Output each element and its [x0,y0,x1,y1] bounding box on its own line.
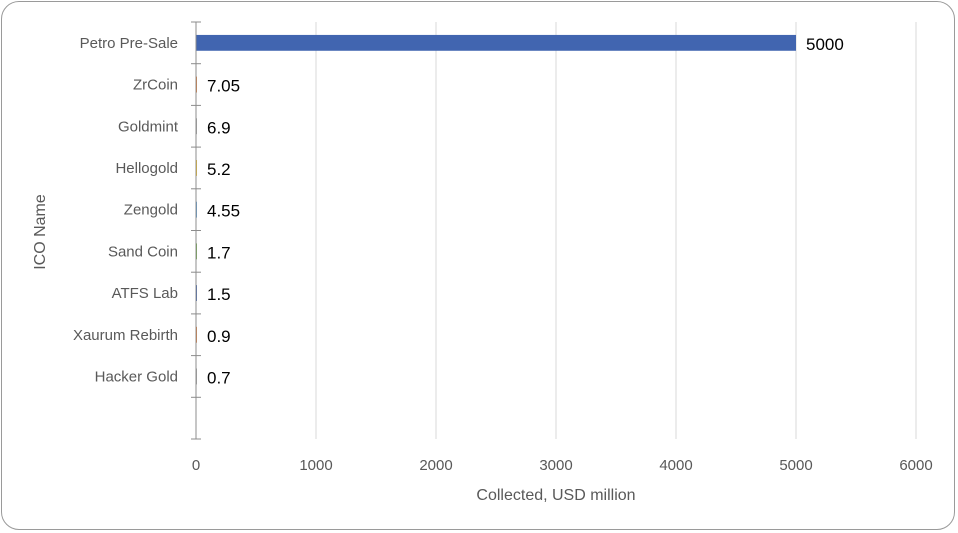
category-label: Hellogold [115,160,178,177]
category-label: Petro Pre-Sale [80,35,178,52]
x-tick-label: 2000 [419,457,452,474]
category-label: Sand Coin [108,243,178,260]
y-axis: Petro Pre-Sale ZrCoin Goldmint Hellogold Zen… [73,21,201,440]
data-label: 4.55 [207,202,240,221]
data-label: 1.5 [207,285,231,304]
x-tick-label: 3000 [539,457,572,474]
data-label: 7.05 [207,77,240,96]
category-label: Goldmint [118,118,179,135]
data-labels: 5000 7.05 6.9 5.2 4.55 1.7 1.5 0.9 0.7 [207,35,844,388]
y-axis-title: ICO Name [32,194,49,270]
x-tick-label: 4000 [659,457,692,474]
x-tick-label: 5000 [779,457,812,474]
data-label: 0.7 [207,368,231,387]
bars [196,34,796,385]
data-label: 6.9 [207,118,231,137]
x-tick-label: 6000 [899,457,932,474]
data-label: 1.7 [207,243,231,262]
x-tick-label: 0 [192,457,200,474]
x-axis-tick-labels: 0 1000 2000 3000 4000 5000 6000 [192,457,933,474]
data-label: 5.2 [207,160,231,179]
category-label: Hacker Gold [95,368,178,385]
x-axis-title: Collected, USD million [476,487,635,504]
data-label: 5000 [806,35,844,54]
category-label: ATFS Lab [112,285,178,302]
data-label: 0.9 [207,327,231,346]
x-tick-label: 1000 [299,457,332,474]
category-label: ZrCoin [133,77,178,94]
gridlines [315,22,917,439]
category-label: Zengold [124,202,178,219]
category-label: Xaurum Rebirth [73,327,178,344]
bar [196,34,796,51]
